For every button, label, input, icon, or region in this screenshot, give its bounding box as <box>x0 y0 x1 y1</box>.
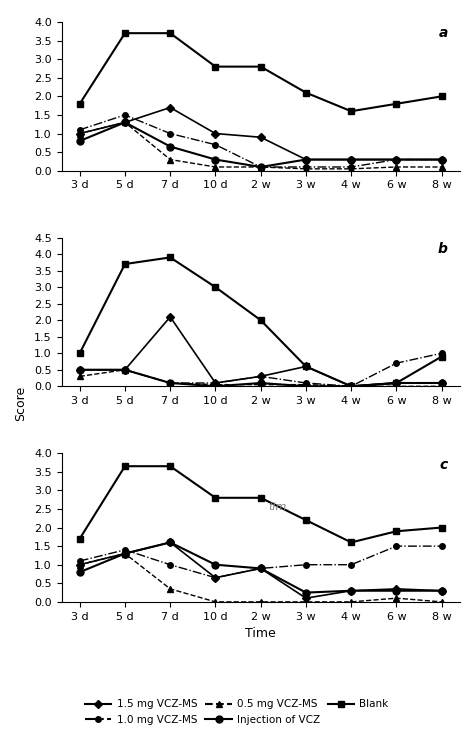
Text: tim.: tim. <box>269 502 291 512</box>
Legend: 1.5 mg VCZ-MS, 1.0 mg VCZ-MS, 0.5 mg VCZ-MS, Injection of VCZ, Blank: 1.5 mg VCZ-MS, 1.0 mg VCZ-MS, 0.5 mg VCZ… <box>81 695 393 729</box>
Text: Score: Score <box>14 386 27 421</box>
Text: c: c <box>439 458 448 472</box>
Text: b: b <box>438 242 448 256</box>
Text: a: a <box>438 26 448 40</box>
X-axis label: Time: Time <box>246 627 276 640</box>
